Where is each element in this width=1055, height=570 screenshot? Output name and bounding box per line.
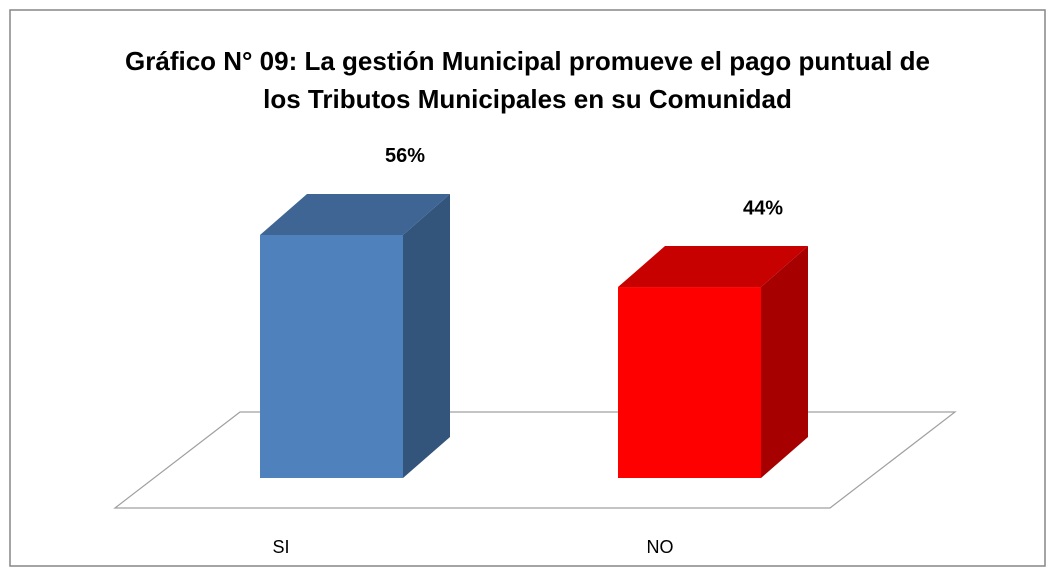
x-tick-label: NO [647, 537, 674, 557]
bar-front [618, 287, 761, 478]
bar-front [260, 234, 403, 478]
bar [260, 193, 450, 478]
bar-side [403, 193, 450, 478]
bar-top [260, 193, 450, 235]
floor [113, 411, 957, 509]
chart-title: Gráfico N° 09: La gestión Municipal prom… [125, 46, 930, 114]
x-tick-label: SI [272, 537, 289, 557]
bar-top [618, 246, 808, 288]
bar [618, 246, 808, 478]
data-label: 56% [385, 145, 425, 167]
data-label: 44% [743, 197, 783, 219]
bar-side [761, 246, 808, 478]
